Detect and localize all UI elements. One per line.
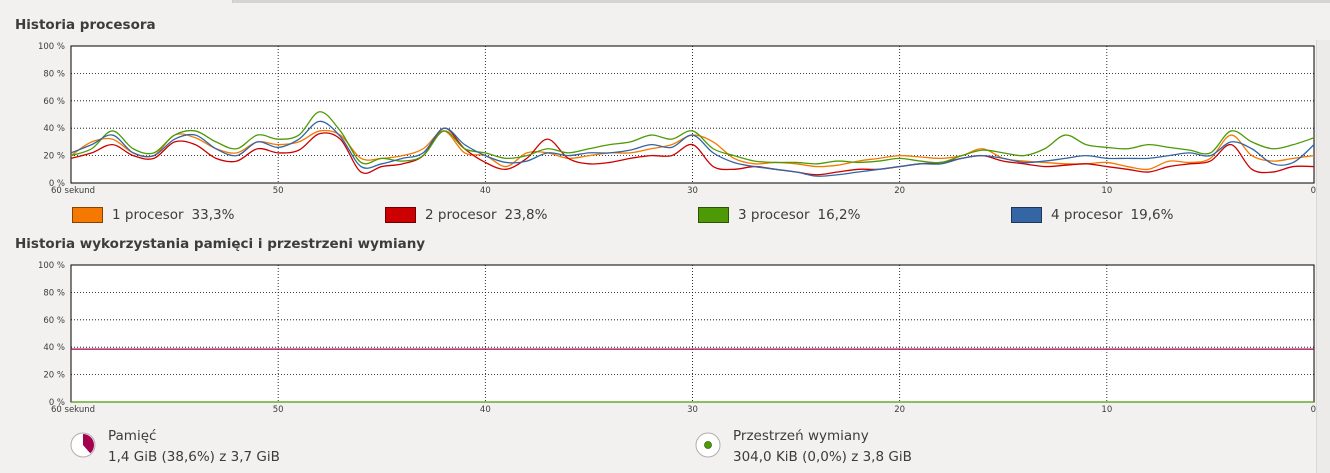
active-tab-edge [0,0,233,3]
cpu-x-tick-label: 30 [687,186,698,196]
cpu-history-title: Historia procesora [15,17,156,33]
cpu4-label: 4 procesor [1051,207,1123,223]
mem-x-tick-label: 60 sekund [51,405,95,415]
cpu-history-graph: 100 % 80 % 60 % 40 % 20 % 0 %60 sekund 50 40 30 2… [38,42,1316,196]
mem-x-tick-label: 10 [1101,405,1112,415]
swap-info: Przestrzeń wymiany 304,0 KiB (0,0%) z 3,… [695,426,912,468]
cpu4-value: 19,6% [1130,207,1174,223]
mem-y-tick-label: 60 % [43,316,65,326]
memory-info: Pamięć 1,4 GiB (38,6%) z 3,7 GiB [70,426,280,468]
legend-item-cpu2[interactable]: 2 procesor 23,8% [385,207,547,223]
mem-x-tick-label: 0 [1311,405,1316,415]
cpu3-label: 3 procesor [738,207,810,223]
mem-y-tick-label: 0 % [49,398,65,408]
memory-label: Pamięć [108,428,157,444]
cpu2-color-swatch[interactable] [385,207,416,223]
mem-y-tick-label: 80 % [43,288,65,298]
cpu-y-tick-label: 80 % [43,69,65,79]
cpu-y-tick-label: 100 % [38,42,65,52]
cpu1-value: 33,3% [191,207,235,223]
cpu4-color-swatch[interactable] [1011,207,1042,223]
cpu-series-line-2 [70,127,1315,176]
cpu-x-tick-label: 20 [894,186,905,196]
cpu1-color-swatch[interactable] [72,207,103,223]
legend-item-cpu3[interactable]: 3 procesor 16,2% [698,207,860,223]
cpu-y-tick-label: 60 % [43,97,65,107]
cpu1-label: 1 procesor [112,207,184,223]
mem-y-tick-label: 100 % [38,261,65,271]
cpu-series-line-4 [70,120,1315,177]
tab-strip-edge [0,0,1330,3]
cpu3-value: 16,2% [817,207,861,223]
cpu-y-tick-label: 0 % [49,179,65,189]
mem-x-tick-label: 50 [273,405,284,415]
memory-detail: 1,4 GiB (38,6%) z 3,7 GiB [108,449,280,465]
vertical-scrollbar[interactable] [1316,40,1330,473]
legend-item-cpu4[interactable]: 4 procesor 19,6% [1011,207,1173,223]
memory-history-graph: 100 % 80 % 60 % 40 % 20 % 0 %60 sekund 50 40 30 2… [38,261,1316,415]
mem-y-tick-label: 20 % [43,371,65,381]
cpu2-value: 23,8% [504,207,548,223]
cpu-y-tick-label: 20 % [43,152,65,162]
mem-x-tick-label: 40 [480,405,491,415]
mem-y-tick-label: 40 % [43,343,65,353]
swap-pie-chart-icon[interactable] [695,432,721,458]
cpu2-label: 2 procesor [425,207,497,223]
cpu-y-tick-label: 40 % [43,124,65,134]
memory-history-title: Historia wykorzystania pamięci i przestr… [15,236,426,252]
memory-pie-chart-icon[interactable] [70,432,96,458]
mem-plot-area [70,264,1315,403]
swap-detail: 304,0 KiB (0,0%) z 3,8 GiB [733,449,912,465]
cpu3-color-swatch[interactable] [698,207,729,223]
cpu-x-tick-label: 10 [1101,186,1112,196]
cpu-x-tick-label: 60 sekund [51,186,95,196]
legend-item-cpu1[interactable]: 1 procesor 33,3% [72,207,234,223]
cpu-series-line-3 [70,111,1315,165]
swap-label: Przestrzeń wymiany [733,428,869,444]
memory-pie-slice [83,434,94,454]
mem-x-tick-label: 20 [894,405,905,415]
mem-x-tick-label: 30 [687,405,698,415]
cpu-x-tick-label: 0 [1311,186,1316,196]
cpu-x-tick-label: 40 [480,186,491,196]
cpu-x-tick-label: 50 [273,186,284,196]
swap-pie-slice [704,441,712,449]
